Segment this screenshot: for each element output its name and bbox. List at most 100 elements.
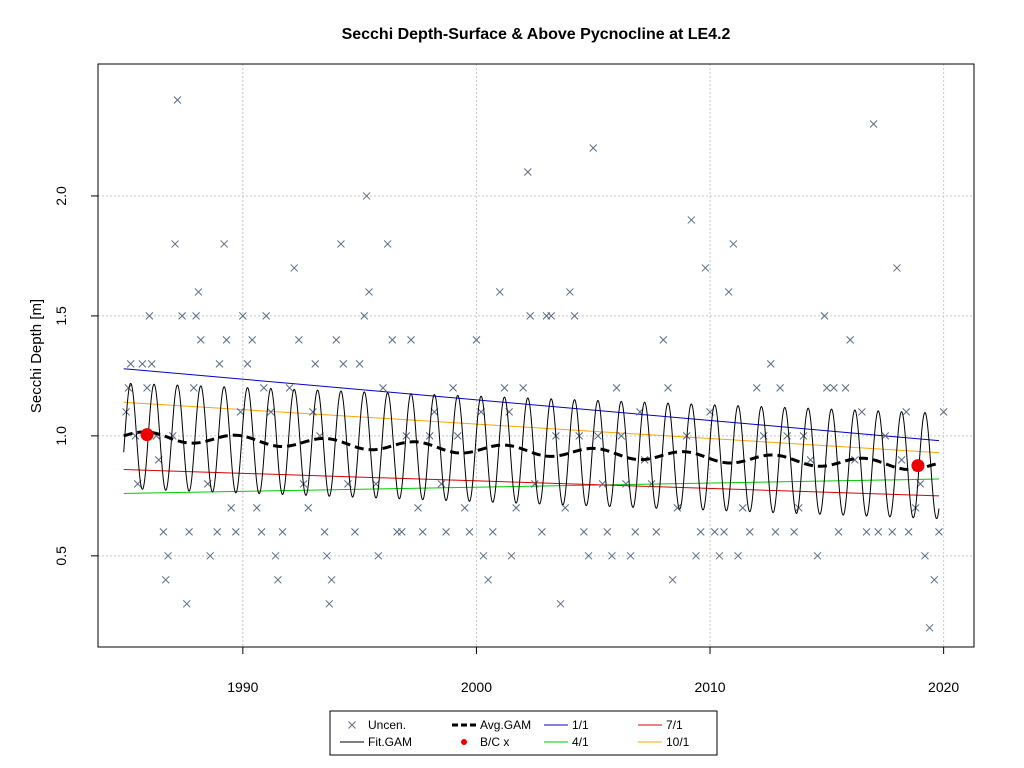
observation-point bbox=[271, 551, 280, 560]
observation-point bbox=[822, 384, 831, 392]
observation-point bbox=[612, 384, 621, 392]
observation-point bbox=[285, 384, 294, 392]
observation-point bbox=[720, 527, 728, 536]
observation-point bbox=[668, 575, 677, 584]
observation-point bbox=[603, 527, 612, 536]
observation-point bbox=[530, 480, 539, 488]
observation-point bbox=[472, 336, 481, 344]
observation-point bbox=[260, 384, 268, 392]
observation-point bbox=[383, 240, 392, 248]
observation-point bbox=[484, 575, 492, 584]
observation-point bbox=[806, 456, 815, 464]
observation-point bbox=[325, 599, 334, 608]
observation-point bbox=[519, 384, 528, 392]
fit-gam-line bbox=[123, 382, 940, 520]
observation-point bbox=[449, 384, 457, 392]
observation-point bbox=[939, 408, 948, 416]
observation-point bbox=[790, 527, 798, 536]
observation-point bbox=[243, 360, 252, 368]
observation-point bbox=[799, 432, 808, 440]
observation-point bbox=[829, 384, 838, 392]
observation-point bbox=[715, 551, 724, 560]
observation-point bbox=[178, 312, 186, 320]
observation-point bbox=[566, 288, 574, 296]
bc-point bbox=[140, 428, 154, 442]
observation-point bbox=[869, 120, 878, 128]
observation-point bbox=[687, 216, 696, 224]
observation-point bbox=[724, 288, 733, 296]
observation-point bbox=[262, 312, 271, 320]
observation-point bbox=[921, 551, 929, 560]
observation-point bbox=[479, 551, 488, 560]
observation-point bbox=[696, 527, 705, 536]
observation-point bbox=[465, 527, 474, 536]
observation-point bbox=[846, 336, 855, 344]
observation-point bbox=[874, 527, 883, 536]
observation-point bbox=[171, 240, 179, 248]
observation-point bbox=[881, 432, 890, 440]
observation-point bbox=[238, 312, 247, 320]
bc-point bbox=[911, 459, 925, 473]
observation-point bbox=[122, 408, 130, 416]
legend-label: Fit.GAM bbox=[368, 735, 412, 749]
observation-point bbox=[185, 527, 193, 536]
y-tick-label: 1.0 bbox=[53, 426, 69, 446]
observation-point bbox=[355, 360, 364, 368]
observation-point bbox=[278, 527, 287, 536]
observation-point bbox=[365, 288, 373, 296]
observation-point bbox=[608, 551, 616, 560]
observation-point bbox=[673, 503, 682, 512]
grid-lines bbox=[98, 64, 974, 647]
observation-point bbox=[930, 575, 939, 584]
observation-point bbox=[729, 240, 738, 248]
observation-point bbox=[888, 527, 897, 536]
observation-point bbox=[495, 288, 504, 296]
observation-point bbox=[267, 408, 275, 416]
observation-point bbox=[147, 360, 156, 368]
observation-point bbox=[274, 575, 282, 584]
observation-point bbox=[453, 432, 462, 440]
legend-label: Avg.GAM bbox=[480, 718, 531, 732]
seasonal-line-7-1 bbox=[123, 468, 939, 497]
observation-point bbox=[332, 336, 341, 344]
observation-point bbox=[664, 384, 672, 392]
observation-point bbox=[561, 503, 570, 512]
observation-point bbox=[304, 503, 313, 512]
observation-point bbox=[631, 527, 640, 536]
legend-label: B/C x bbox=[480, 735, 509, 749]
observation-point bbox=[734, 551, 742, 560]
observation-point bbox=[215, 360, 224, 368]
observation-point bbox=[124, 384, 133, 392]
x-tick-label: 2010 bbox=[694, 679, 725, 695]
observation-point bbox=[362, 192, 371, 200]
observation-point bbox=[589, 144, 598, 152]
observation-point bbox=[337, 240, 345, 248]
observation-point bbox=[526, 312, 535, 320]
observation-point bbox=[652, 527, 661, 536]
observation-point bbox=[834, 527, 843, 536]
observation-point bbox=[252, 503, 261, 512]
y-tick-label: 2.0 bbox=[53, 186, 69, 206]
observation-point bbox=[820, 312, 829, 320]
legend-box bbox=[329, 710, 718, 756]
observation-point bbox=[220, 240, 228, 248]
observation-point bbox=[647, 480, 656, 488]
observation-point bbox=[388, 336, 397, 344]
observation-point bbox=[584, 551, 593, 560]
observation-point bbox=[500, 384, 509, 392]
observation-point bbox=[570, 312, 579, 320]
observation-point bbox=[143, 384, 151, 392]
observation-point bbox=[173, 96, 182, 104]
x-tick-label: 1990 bbox=[227, 679, 258, 695]
observation-point bbox=[594, 432, 602, 440]
legend: Uncen. Fit.GAM Avg.GAM B/C x 1/1 4/1 7/1 10/1 bbox=[329, 710, 718, 756]
observation-point bbox=[206, 551, 214, 560]
legend-label: 7/1 bbox=[666, 718, 683, 732]
observation-point bbox=[290, 264, 299, 272]
observation-point bbox=[488, 527, 497, 536]
bc-points-layer bbox=[140, 428, 925, 473]
observation-point bbox=[460, 503, 469, 512]
observation-point bbox=[580, 527, 588, 536]
x-tick-label: 2020 bbox=[928, 679, 959, 695]
